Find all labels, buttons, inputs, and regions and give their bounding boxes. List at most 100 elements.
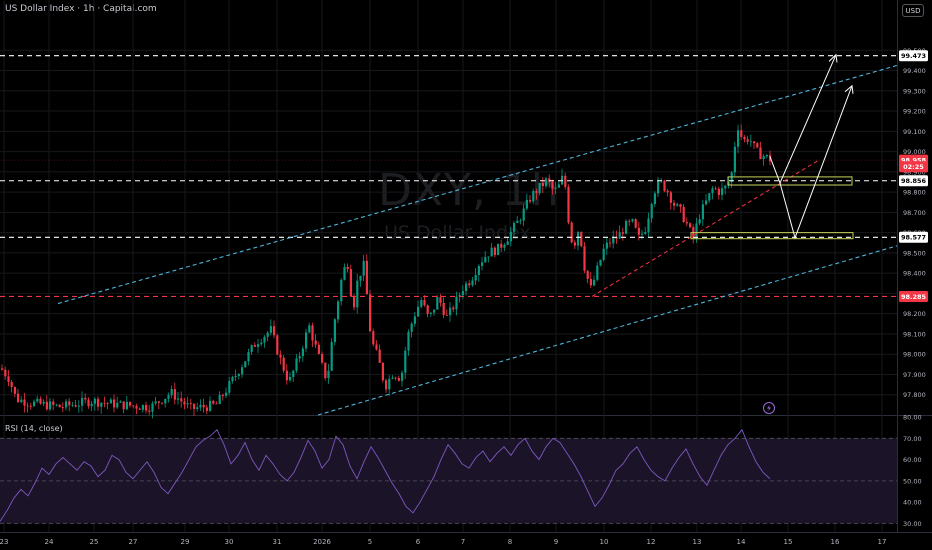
candle-body: [7, 376, 10, 383]
candle-body: [644, 232, 647, 234]
candle-body: [653, 193, 656, 205]
time-tick-label: 25: [90, 538, 99, 546]
candle-body: [68, 401, 71, 406]
rsi-tick-label: 80.00: [903, 414, 922, 422]
candle: [394, 376, 397, 381]
candle-body: [468, 283, 471, 286]
currency-button[interactable]: USD: [902, 4, 924, 17]
candle-body: [356, 280, 359, 308]
candle-body: [241, 367, 244, 375]
rsi-line: [0, 428, 771, 522]
candle: [189, 398, 192, 410]
candle: [503, 243, 506, 252]
price-tick-label: 97.900: [903, 371, 926, 379]
candle-body: [500, 243, 503, 248]
candle-body: [234, 375, 237, 377]
candle-body: [225, 392, 228, 396]
candle: [487, 256, 490, 263]
candle-body: [228, 381, 231, 393]
candle-body: [522, 208, 525, 221]
candle: [4, 366, 7, 380]
candle: [481, 257, 484, 271]
candle-body: [1, 368, 4, 370]
candle: [538, 182, 541, 196]
candle: [81, 391, 84, 412]
candle-body: [145, 405, 148, 411]
candle-body: [292, 370, 295, 378]
candle: [484, 251, 487, 263]
candle: [205, 404, 208, 415]
candle-body: [49, 401, 52, 410]
alert-icon[interactable]: [763, 402, 775, 414]
time-tick-label: 5: [368, 538, 372, 546]
candle-body: [90, 403, 93, 407]
candle: [573, 240, 576, 249]
candle-body: [577, 231, 580, 246]
candle-body: [711, 188, 714, 194]
candle-body: [676, 204, 679, 206]
candle: [721, 182, 724, 201]
candle: [55, 403, 58, 407]
candle: [292, 369, 295, 383]
candle-body: [148, 410, 151, 412]
candle-body: [762, 156, 765, 160]
candle-body: [564, 175, 567, 187]
candle-body: [538, 182, 541, 194]
candle: [321, 351, 324, 365]
candle-body: [756, 143, 759, 148]
candle-body: [455, 296, 458, 310]
candle: [289, 371, 292, 383]
rsi-tick-label: 30.00: [903, 520, 922, 528]
candle-body: [365, 260, 368, 295]
candle-body: [45, 401, 48, 410]
candle: [458, 292, 461, 303]
candle-body: [612, 236, 615, 244]
candle: [199, 399, 202, 411]
candle: [247, 348, 250, 366]
candle: [122, 401, 125, 414]
candle: [679, 203, 682, 213]
candle: [42, 399, 45, 407]
candle-body: [532, 190, 535, 202]
candle-body: [333, 319, 336, 343]
candle-body: [106, 403, 109, 404]
candle-body: [378, 349, 381, 363]
candle: [87, 397, 90, 409]
candle: [26, 402, 29, 413]
candle-body: [388, 378, 391, 390]
candle: [74, 399, 77, 408]
candle-body: [317, 344, 320, 354]
candle-body: [23, 399, 26, 406]
candle-body: [589, 278, 592, 286]
candle: [356, 273, 359, 314]
candle: [737, 124, 740, 154]
candle-body: [714, 188, 717, 190]
candle-body: [84, 397, 87, 400]
price-tick-label: 97.800: [903, 391, 926, 399]
candle: [385, 378, 388, 393]
rsi-pane: [0, 428, 771, 522]
candle: [698, 214, 701, 226]
candle-body: [125, 401, 128, 410]
candle: [516, 215, 519, 224]
candle-body: [609, 242, 612, 244]
candle: [490, 243, 493, 257]
candle-body: [765, 154, 768, 157]
candle: [362, 254, 365, 282]
candle-body: [685, 222, 688, 224]
candle-body: [753, 141, 756, 144]
candle: [509, 226, 512, 247]
candle-body: [244, 361, 247, 368]
candle: [439, 294, 442, 307]
candle-body: [58, 404, 61, 408]
candle: [657, 176, 660, 198]
candle: [234, 369, 237, 381]
candle: [23, 392, 26, 413]
candle-body: [602, 248, 605, 260]
candle-body: [708, 193, 711, 201]
candle-body: [749, 141, 752, 143]
candle-body: [369, 294, 372, 332]
candle: [148, 405, 151, 415]
candle-body: [401, 372, 404, 381]
